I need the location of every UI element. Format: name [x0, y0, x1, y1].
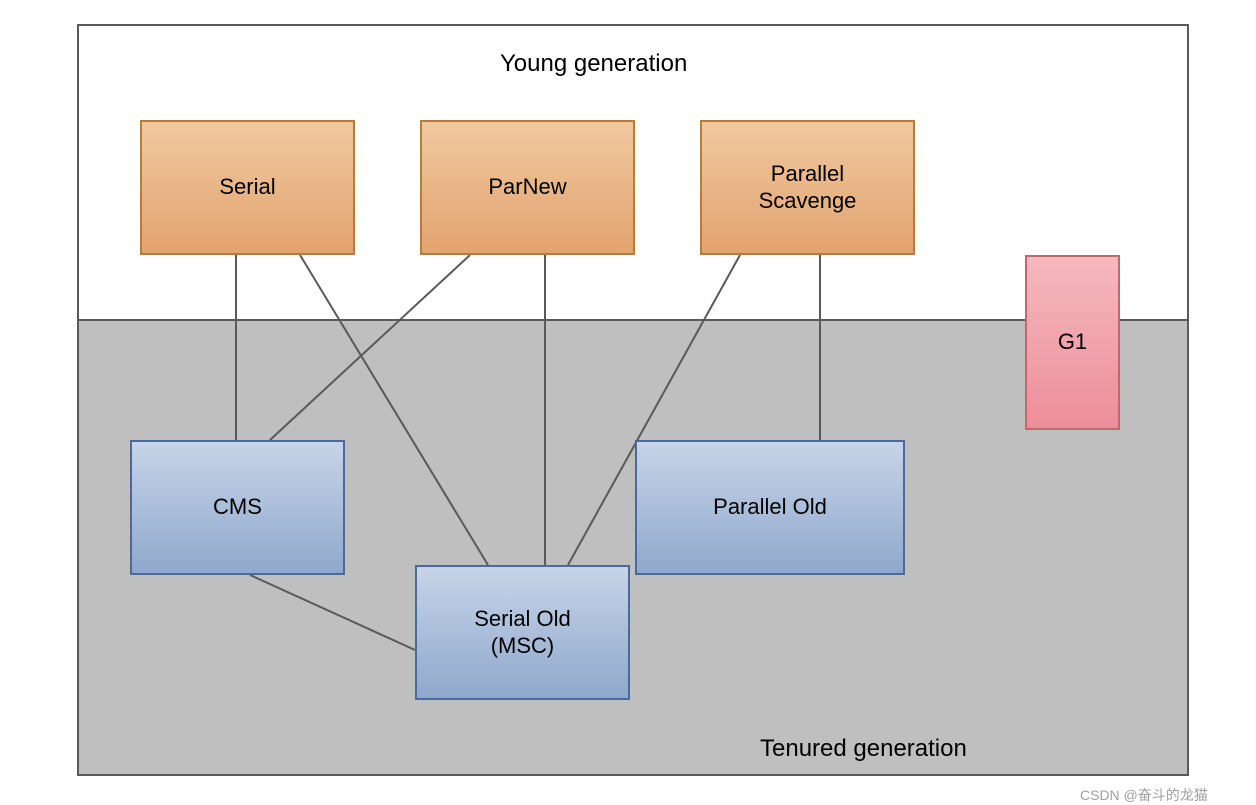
young-generation-label: Young generation: [500, 50, 687, 78]
watermark-text: CSDN @奋斗的龙猫: [1080, 785, 1208, 805]
node-serial-old: Serial Old (MSC): [415, 565, 630, 700]
node-parallel-old: Parallel Old: [635, 440, 905, 575]
node-g1: G1: [1025, 255, 1120, 430]
node-parnew: ParNew: [420, 120, 635, 255]
tenured-generation-label: Tenured generation: [760, 735, 967, 763]
node-cms: CMS: [130, 440, 345, 575]
diagram-canvas: Young generation Tenured generation Seri…: [0, 0, 1256, 804]
node-serial: Serial: [140, 120, 355, 255]
node-parallel-scavenge: Parallel Scavenge: [700, 120, 915, 255]
